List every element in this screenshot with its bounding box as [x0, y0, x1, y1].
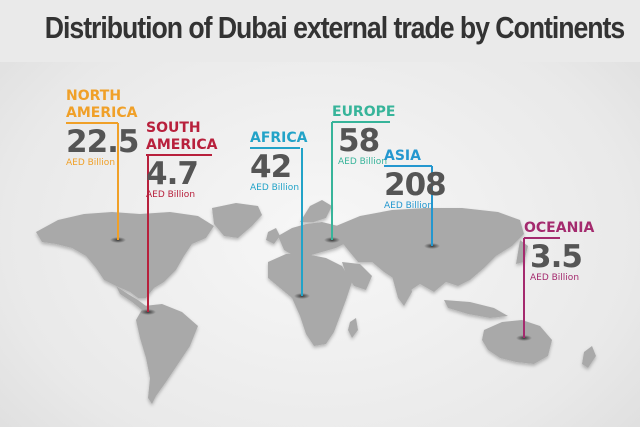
continent-label: SOUTH AMERICA 4.7 AED Billion [146, 120, 217, 201]
continent-label: OCEANIA 3.5 AED Billion [524, 220, 594, 284]
continent-name: AMERICA [66, 105, 138, 121]
scandinavia-shape [300, 200, 332, 222]
south-america-shape [136, 304, 198, 404]
continent-name: SOUTH [146, 120, 201, 136]
title-bar [0, 0, 640, 62]
continent-name: ASIA [384, 148, 421, 164]
continent-name: AFRICA [250, 130, 308, 146]
africa-shape [268, 254, 352, 346]
continent-name: AMERICA [146, 137, 218, 153]
trade-value: 22.5 [66, 124, 139, 160]
madagascar-shape [348, 318, 358, 338]
continent-name: NORTH [66, 88, 122, 104]
trade-value: 208 [384, 167, 447, 203]
trade-value: 58 [338, 123, 380, 159]
continent-name: EUROPE [332, 104, 396, 120]
trade-value: 42 [250, 149, 292, 185]
continent-label: ASIA 208 AED Billion [384, 148, 447, 212]
trade-value: 4.7 [146, 156, 199, 192]
unit-label: AED Billion [384, 201, 434, 211]
new-zealand-shape [582, 346, 596, 368]
asia-shape [336, 208, 524, 292]
greenland-shape [212, 203, 262, 238]
australia-shape [482, 320, 552, 364]
unit-label: AED Billion [338, 157, 388, 167]
trade-value: 3.5 [530, 239, 583, 275]
continent-label: EUROPE 58 AED Billion [332, 104, 395, 168]
unit-label: AED Billion [530, 273, 580, 283]
north-america-shape [36, 212, 214, 298]
indonesia-shape [444, 300, 508, 318]
continent-label: NORTH AMERICA 22.5 AED Billion [66, 88, 139, 169]
india-shape [392, 276, 412, 306]
continent-label: AFRICA 42 AED Billion [250, 130, 308, 194]
unit-label: AED Billion [146, 190, 196, 200]
continent-name: OCEANIA [524, 220, 595, 236]
uk-shape [266, 228, 280, 244]
arabia-shape [342, 262, 372, 290]
unit-label: AED Billion [66, 158, 116, 168]
chart-title: Distribution of Dubai external trade by … [44, 10, 625, 45]
central-america-shape [116, 286, 150, 310]
unit-label: AED Billion [250, 183, 300, 193]
